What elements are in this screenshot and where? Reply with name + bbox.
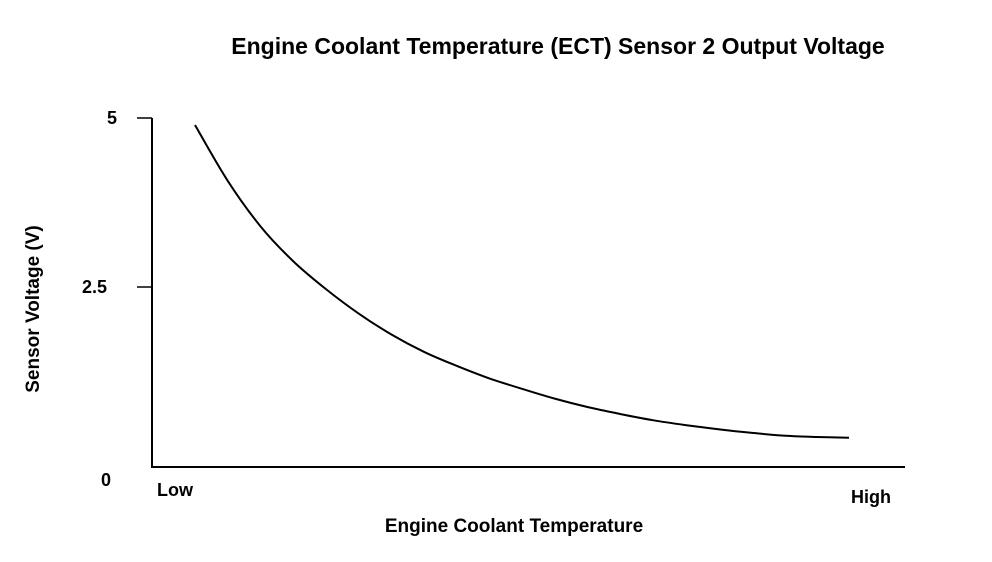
y-axis-title: Sensor Voltage (V)	[23, 225, 44, 393]
y-tick-label-2-5: 2.5	[82, 277, 107, 297]
chart-title: Engine Coolant Temperature (ECT) Sensor …	[231, 33, 884, 59]
voltage-curve	[194, 124, 850, 439]
x-axis-title: Engine Coolant Temperature	[385, 516, 643, 537]
x-tick-label-high: High	[851, 487, 891, 507]
y-tick-label-0: 0	[101, 470, 111, 490]
x-tick-label-low: Low	[157, 480, 194, 500]
y-tick-label-5: 5	[107, 108, 117, 128]
